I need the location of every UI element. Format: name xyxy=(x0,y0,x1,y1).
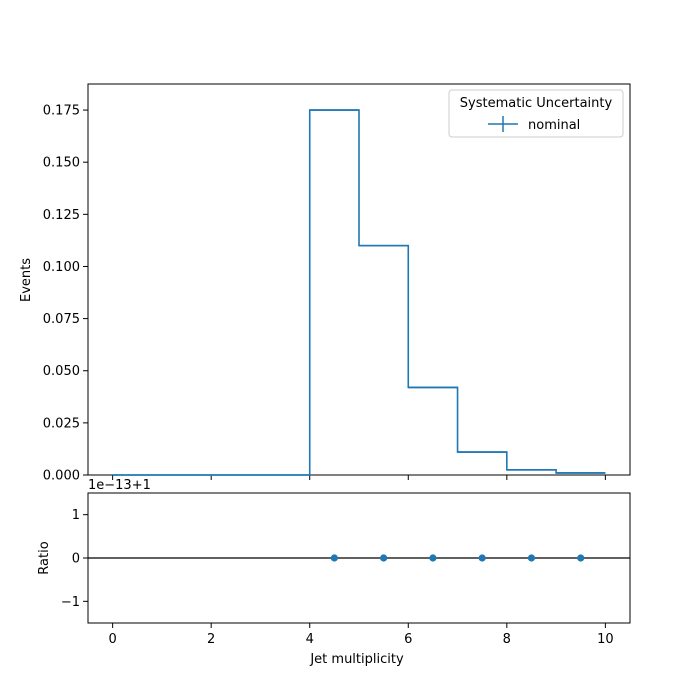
ratio-x-tick-label: 0 xyxy=(108,632,116,647)
histogram-y-tick-label: 0.050 xyxy=(43,364,80,379)
ratio-x-tick-label: 10 xyxy=(597,632,614,647)
histogram-series xyxy=(112,109,606,476)
histogram-y-tick-label: 0.075 xyxy=(43,312,80,327)
ratio-panel: 1e−13+1 −1 0 1 0 2 4 6 8 10 Ratio Jet multiplic… xyxy=(37,478,631,667)
histogram-y-tick-label: 0.025 xyxy=(43,416,80,431)
ratio-x-tick-label: 2 xyxy=(207,632,215,647)
ratio-point xyxy=(330,554,338,562)
ratio-point xyxy=(478,554,486,562)
histogram-y-tick-label: 0.000 xyxy=(43,469,80,484)
histogram-x-ticks xyxy=(112,475,606,480)
legend-entry-nominal: nominal xyxy=(528,118,580,133)
ratio-y-tick-label: −1 xyxy=(61,595,80,610)
ratio-x-tick-label: 8 xyxy=(503,632,511,647)
histogram-y-axis-label: Events xyxy=(19,258,34,302)
histogram-y-ticks: 0.000 0.025 0.050 0.075 0.100 0.125 0.150 0.175 xyxy=(43,104,88,484)
ratio-point xyxy=(527,554,536,562)
ratio-x-axis-label: Jet multiplicity xyxy=(309,652,404,667)
histogram-y-tick-label: 0.175 xyxy=(43,104,80,119)
ratio-x-tick-label: 6 xyxy=(404,632,412,647)
ratio-offset-text: 1e−13+1 xyxy=(88,478,151,493)
histogram-y-tick-label: 0.125 xyxy=(43,208,80,223)
ratio-y-tick-label: 0 xyxy=(72,552,80,567)
legend-box xyxy=(448,89,624,138)
ratio-y-ticks: −1 0 1 xyxy=(61,508,88,610)
histogram-panel: 0.000 0.025 0.050 0.075 0.100 0.125 0.150 0.175… xyxy=(19,83,631,484)
legend-title: Systematic Uncertainty xyxy=(460,96,613,111)
histogram-y-tick-label: 0.150 xyxy=(43,156,80,171)
ratio-y-tick-label: 1 xyxy=(72,508,80,523)
ratio-x-ticks: 0 2 4 6 8 10 xyxy=(108,623,614,647)
ratio-y-axis-label: Ratio xyxy=(37,541,52,574)
legend: Systematic Uncertainty nominal xyxy=(448,89,624,138)
ratio-point xyxy=(429,554,437,562)
ratio-x-tick-label: 4 xyxy=(306,632,314,647)
histogram-y-tick-label: 0.100 xyxy=(43,260,80,275)
ratio-series xyxy=(88,554,630,562)
ratio-point xyxy=(577,554,585,562)
ratio-point xyxy=(380,554,388,562)
